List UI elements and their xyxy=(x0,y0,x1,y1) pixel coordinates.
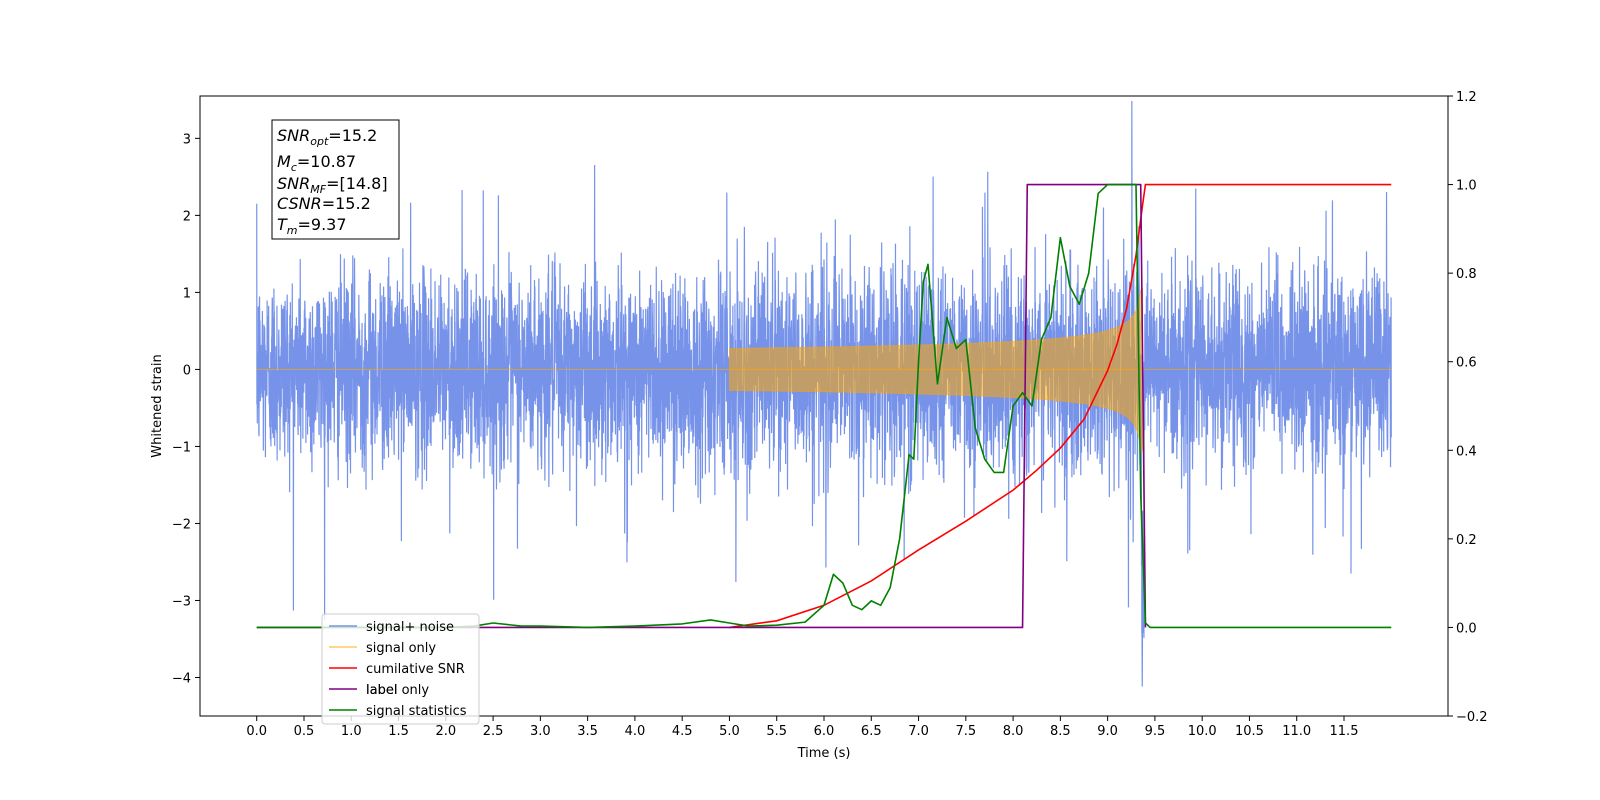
info-tm: Tm=9.37 xyxy=(277,215,347,237)
x-tick-label: 6.0 xyxy=(814,724,835,739)
legend-label-signal-only: signal only xyxy=(366,641,436,656)
x-tick-label: 5.5 xyxy=(766,724,787,739)
y-tick-label: 1 xyxy=(183,286,191,301)
y-axis-left: 3 2 1 0 −1 −2 −3 −4 xyxy=(172,132,200,686)
x-tick-label: 7.0 xyxy=(908,724,929,739)
y2-tick-label: 0.6 xyxy=(1456,356,1477,371)
y2-tick-label: 0.2 xyxy=(1456,533,1477,548)
x-axis: 0.0 0.5 1.0 1.5 2.0 2.5 3.0 3.5 4.0 4.5 5.0 5.5 6.0 6… xyxy=(246,716,1358,739)
legend-label-signal-statistics: signal statistics xyxy=(366,704,467,719)
series-signal-noise xyxy=(256,101,1392,687)
legend-label-label-only: label only xyxy=(366,683,429,698)
y-axis-right: 1.2 1.0 0.8 0.6 0.4 0.2 0.0 −0.2 xyxy=(1448,90,1488,725)
x-tick-label: 0.0 xyxy=(246,724,267,739)
x-tick-label: 1.0 xyxy=(341,724,362,739)
y-tick-label: 0 xyxy=(183,363,191,378)
y-tick-label: −3 xyxy=(172,594,191,609)
y-tick-label: 2 xyxy=(183,209,191,224)
series-layer xyxy=(256,101,1392,687)
info-snr-opt: SNRopt=15.2 xyxy=(277,126,377,148)
y2-tick-label: 0.0 xyxy=(1456,621,1477,636)
x-tick-label: 8.5 xyxy=(1050,724,1071,739)
y-tick-label: −1 xyxy=(172,440,191,455)
x-tick-label: 3.0 xyxy=(530,724,551,739)
legend: signal+ noise signal only cumilative SNR… xyxy=(321,613,480,725)
x-tick-label: 4.0 xyxy=(625,724,646,739)
y-tick-label: −4 xyxy=(172,671,191,686)
x-tick-label: 8.0 xyxy=(1003,724,1024,739)
y2-tick-label: 1.0 xyxy=(1456,179,1477,194)
x-tick-label: 10.5 xyxy=(1235,724,1264,739)
x-tick-label: 11.5 xyxy=(1330,724,1359,739)
x-tick-label: 11.0 xyxy=(1282,724,1311,739)
y-tick-label: −2 xyxy=(172,517,191,532)
x-tick-label: 10.0 xyxy=(1188,724,1217,739)
legend-label-signal-noise: signal+ noise xyxy=(366,620,454,635)
series-signal-statistics xyxy=(256,183,1392,629)
y2-tick-label: 0.8 xyxy=(1456,267,1477,282)
x-tick-label: 7.5 xyxy=(955,724,976,739)
y2-tick-label: 1.2 xyxy=(1456,90,1477,105)
info-box-frame xyxy=(271,119,400,240)
x-tick-label: 1.5 xyxy=(388,724,409,739)
x-tick-label: 9.0 xyxy=(1097,724,1118,739)
info-csnr: CSNR=15.2 xyxy=(277,194,371,213)
legend-frame xyxy=(321,613,480,725)
series-label xyxy=(256,183,1147,629)
x-tick-label: 9.5 xyxy=(1145,724,1166,739)
y2-tick-label: −0.2 xyxy=(1456,710,1488,725)
x-tick-label: 3.5 xyxy=(577,724,598,739)
series-cumulative-snr xyxy=(729,183,1392,629)
x-tick-label: 4.5 xyxy=(672,724,693,739)
info-snr-mf: SNRMF=[14.8] xyxy=(277,174,388,196)
y-axis-title: Whitened strain xyxy=(150,354,165,457)
legend-label-cumulative-snr: cumilative SNR xyxy=(366,662,465,677)
x-tick-label: 0.5 xyxy=(294,724,315,739)
x-tick-label: 2.0 xyxy=(435,724,456,739)
y2-tick-label: 0.4 xyxy=(1456,444,1477,459)
info-mc: Mc=10.87 xyxy=(277,152,356,174)
info-box: SNRopt=15.2 Mc=10.87 SNRMF=[14.8] CSNR=1… xyxy=(271,119,400,240)
x-tick-label: 2.5 xyxy=(483,724,504,739)
x-tick-label: 6.5 xyxy=(861,724,882,739)
x-axis-title: Time (s) xyxy=(797,746,851,761)
legend-label-label: label xyxy=(366,683,397,698)
y-tick-label: 3 xyxy=(183,132,191,147)
x-tick-label: 5.0 xyxy=(719,724,740,739)
